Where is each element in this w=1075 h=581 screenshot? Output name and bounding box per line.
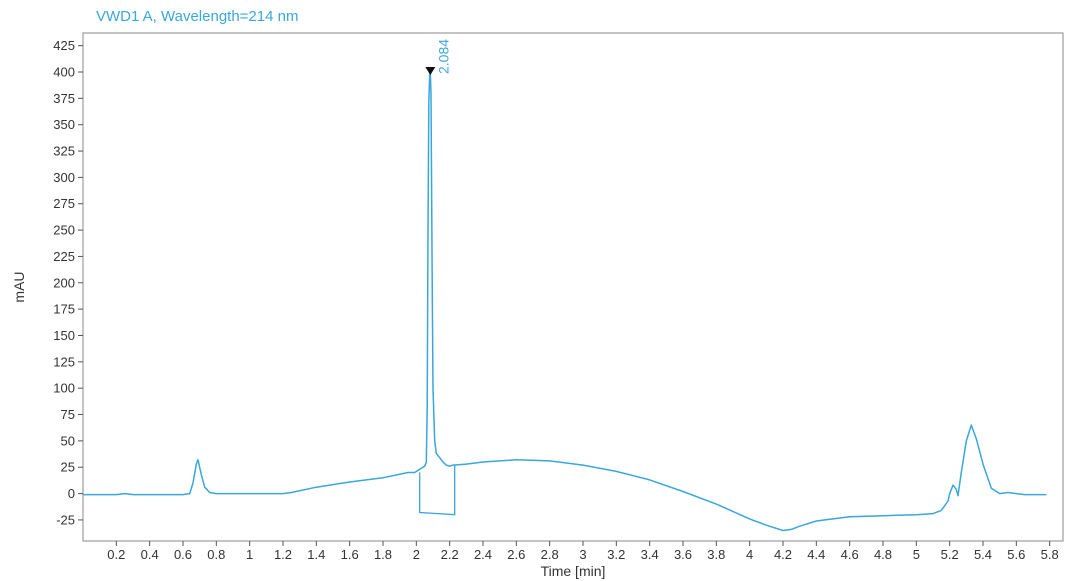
x-tick-label: 5.6 [1007,547,1025,562]
y-tick-label: 425 [53,38,75,53]
y-tick-label: 325 [53,144,75,159]
x-tick-label: 0.6 [174,547,192,562]
plot-area [82,32,1064,542]
x-tick-label: 2 [413,547,420,562]
y-axis: -25 0 25 50 75 100 125 150 175 200 225 250 275 300 325… [53,38,83,527]
y-tick-label: 200 [53,275,75,290]
x-tick-label: 3.8 [707,547,725,562]
peak-label: 2.084 [435,39,451,74]
x-tick-label: 4.4 [807,547,825,562]
x-tick-label: 4.8 [874,547,892,562]
peak-marker-icon [425,66,436,75]
x-tick-label: 5.4 [974,547,992,562]
y-tick-label: -25 [56,512,75,527]
x-tick-label: 1.4 [307,547,325,562]
x-tick-label: 2.8 [541,547,559,562]
x-tick-label: 2.2 [441,547,459,562]
x-tick-label: 5.2 [941,547,959,562]
y-tick-label: 150 [53,328,75,343]
x-tick-label: 0.8 [207,547,225,562]
y-tick-label: 250 [53,223,75,238]
x-tick-label: 0.4 [141,547,159,562]
y-tick-label: 350 [53,117,75,132]
y-tick-label: 125 [53,354,75,369]
x-tick-label: 2.4 [474,547,492,562]
x-tick-label: 2.6 [507,547,525,562]
y-tick-label: 275 [53,196,75,211]
y-axis-label: mAU [11,271,27,302]
y-tick-label: 300 [53,170,75,185]
y-tick-label: 100 [53,381,75,396]
y-tick-label: 400 [53,64,75,79]
y-tick-label: 25 [61,460,75,475]
integration-baselines [419,465,456,516]
x-tick-label: 3.6 [674,547,692,562]
x-axis-label: Time [min] [541,563,606,579]
x-tick-label: 1.6 [341,547,359,562]
x-tick-label: 5 [913,547,920,562]
x-tick-label: 3.4 [641,547,659,562]
peak-annotations: 2.084 [425,39,451,75]
x-tick-label: 1.2 [274,547,292,562]
chart-title: VWD1 A, Wavelength=214 nm [96,8,299,25]
x-tick-label: 4.6 [841,547,859,562]
x-tick-label: 4.2 [774,547,792,562]
y-tick-label: 50 [61,433,75,448]
x-tick-label: 1.8 [374,547,392,562]
y-tick-label: 0 [68,486,75,501]
x-tick-label: 3 [579,547,586,562]
x-tick-label: 5.8 [1041,547,1059,562]
x-axis: 0.2 0.4 0.6 0.8 1 1.2 1.4 1.6 1.8 2 2.2 2.4 2.6 2.8 3 3… [107,541,1059,562]
chromatogram-trace [83,71,1047,532]
y-tick-label: 225 [53,249,75,264]
baseline-segment [419,465,456,516]
y-tick-label: 375 [53,91,75,106]
x-tick-label: 1 [246,547,253,562]
y-tick-label: 175 [53,302,75,317]
x-tick-label: 3.2 [607,547,625,562]
x-tick-label: 0.2 [107,547,125,562]
x-tick-label: 4 [746,547,753,562]
y-tick-label: 75 [61,407,75,422]
